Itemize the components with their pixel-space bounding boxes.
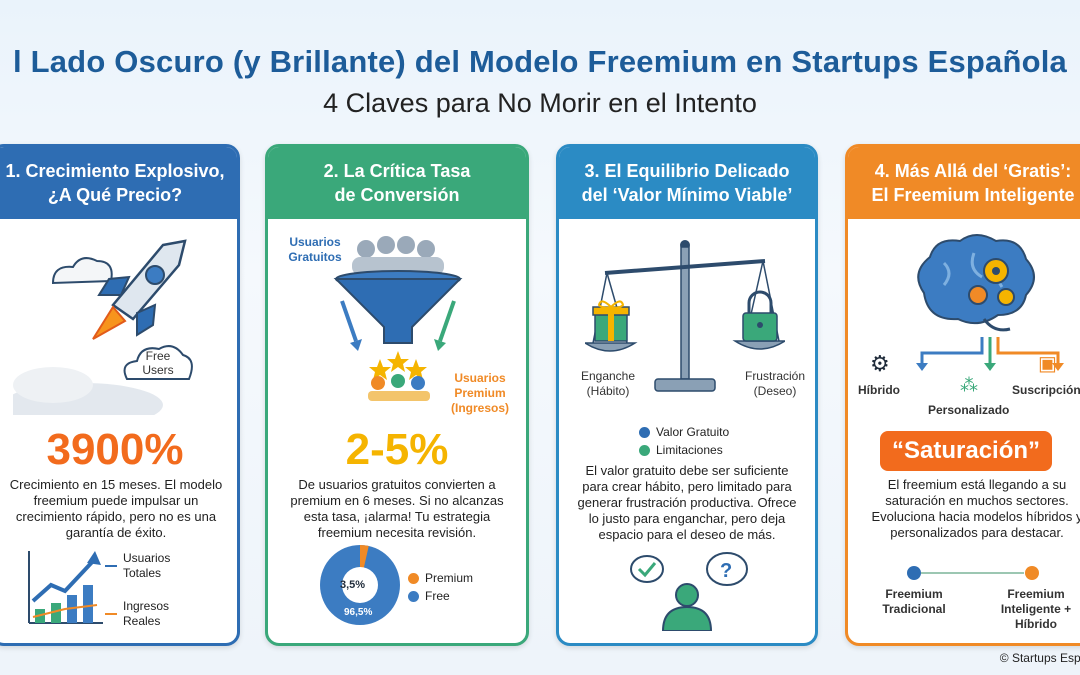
- legend-total-users: Usuarios Totales: [123, 551, 171, 580]
- legend-free: Free: [425, 589, 450, 603]
- thinking-person-icon: ?: [630, 552, 748, 631]
- funnel-icon: [333, 236, 463, 401]
- card-balance: 3. El Equilibrio Delicado del ‘Valor Mín…: [556, 144, 818, 646]
- free-users-bubble-label: Free Users: [142, 349, 174, 377]
- card-title-line1: 2. La Crítica Tasa: [323, 161, 471, 181]
- branch-arrows-icon: [916, 337, 1064, 371]
- hook-label: Enganche (Hábito): [580, 369, 636, 398]
- donut-premium-pct: 3,5%: [340, 579, 366, 591]
- donut-legend: Premium Free: [408, 571, 473, 603]
- card-balance-header: 3. El Equilibrio Delicado del ‘Valor Mín…: [559, 147, 815, 219]
- saturation-badge: “Saturación”: [880, 431, 1053, 471]
- legend-free-value: Valor Gratuito: [656, 425, 730, 439]
- free-users-label: Usuarios Gratuitos: [288, 235, 342, 264]
- branch-hybrid: Híbrido: [858, 383, 900, 397]
- card-title-line2: El Freemium Inteligente: [871, 185, 1075, 205]
- page-title: l Lado Oscuro (y Brillante) del Modelo F…: [12, 44, 1067, 79]
- growth-chart-icon: [28, 551, 103, 624]
- growth-description: Crecimiento en 15 meses. El modelo freem…: [9, 477, 223, 540]
- evolution-arrow: [907, 566, 1039, 580]
- branch-subscription: Suscripción: [1012, 383, 1080, 397]
- personalized-icon: ⁂: [960, 375, 978, 395]
- legend-limitations: Limitaciones: [656, 443, 723, 457]
- brain-gears-icon: [917, 234, 1035, 332]
- legend-premium: Premium: [425, 571, 474, 585]
- card-title-line2: de Conversión: [334, 185, 460, 205]
- rocket-icon: [13, 239, 187, 415]
- frustration-label: Frustración (Deseo): [744, 369, 806, 398]
- premium-users-label: Usuarios Premium (Ingresos): [450, 371, 509, 415]
- conversion-description: De usuarios gratuitos convierten a premi…: [290, 477, 504, 540]
- growth-legend: Usuarios Totales Ingresos Reales: [105, 551, 225, 629]
- subscription-icon: ▣: [1038, 353, 1057, 375]
- balance-legend: Valor Gratuito Limitaciones: [639, 425, 729, 457]
- card-growth: 1. Crecimiento Explosivo, ¿A Qué Precio?…: [0, 144, 240, 646]
- hybrid-icon: ⚙: [870, 351, 890, 376]
- card-title-line2: ¿A Qué Precio?: [47, 185, 183, 205]
- page-subtitle: 4 Claves para No Morir en el Intento: [323, 88, 757, 118]
- card-growth-header: 1. Crecimiento Explosivo, ¿A Qué Precio?: [0, 147, 237, 219]
- donut-free-pct: 96,5%: [344, 607, 373, 618]
- card-smart-header: 4. Más Allá del ‘Gratis’: El Freemium In…: [848, 147, 1080, 219]
- growth-stat: 3900%: [46, 425, 184, 474]
- cloud-icon: [123, 345, 193, 380]
- svg-text:?: ?: [720, 560, 732, 582]
- scale-icon: [585, 240, 785, 392]
- card-conversion: 2. La Crítica Tasa de Conversión Usuario…: [265, 144, 529, 646]
- to-label: Freemium Inteligente + Híbrido: [1000, 587, 1072, 631]
- conversion-donut: [320, 545, 400, 625]
- card-title-line1: 1. Crecimiento Explosivo,: [5, 161, 225, 181]
- card-title-line1: 4. Más Allá del ‘Gratis’:: [874, 161, 1072, 181]
- balance-description: El valor gratuito debe ser suficiente pa…: [577, 463, 797, 542]
- copyright-footer: © Startups Españ: [999, 651, 1080, 665]
- conversion-stat: 2-5%: [345, 425, 449, 474]
- legend-real-revenue: Ingresos Reales: [123, 599, 170, 628]
- smart-description: El freemium está llegando a su saturació…: [871, 477, 1080, 540]
- card-title-line1: 3. El Equilibrio Delicado: [584, 161, 790, 181]
- branch-personalized: Personalizado: [928, 403, 1010, 417]
- card-title-line2: del ‘Valor Mínimo Viable’: [581, 185, 793, 205]
- card-smart-freemium: 4. Más Allá del ‘Gratis’: El Freemium In…: [845, 144, 1080, 646]
- card-conversion-header: 2. La Crítica Tasa de Conversión: [268, 147, 526, 219]
- from-label: Freemium Tradicional: [882, 587, 946, 616]
